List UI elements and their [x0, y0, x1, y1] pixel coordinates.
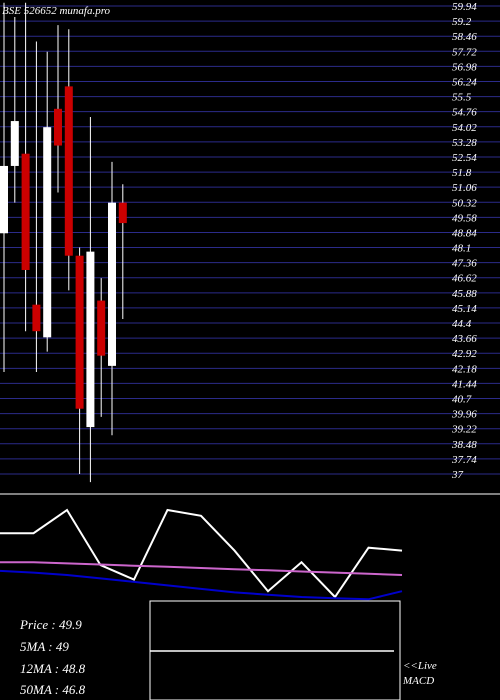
y-tick-label: 58.46	[452, 31, 477, 43]
y-tick-label: 46.62	[452, 273, 477, 285]
price-readout: Price : 49.9	[19, 617, 82, 632]
candle-body	[21, 153, 30, 270]
candle-body	[43, 127, 52, 338]
y-tick-label: 50.32	[452, 197, 477, 209]
candle-body	[97, 300, 106, 356]
candle-body	[0, 165, 8, 234]
y-tick-label: 59.94	[452, 1, 477, 13]
candle-body	[32, 304, 41, 332]
y-tick-label: 54.02	[452, 122, 477, 134]
y-tick-label: 39.96	[451, 409, 477, 421]
y-tick-label: 52.54	[452, 152, 477, 164]
y-tick-label: 45.14	[452, 303, 477, 315]
candle-body	[118, 202, 127, 224]
y-tick-label: 41.44	[452, 378, 477, 390]
y-tick-label: 53.28	[452, 137, 477, 149]
y-tick-label: 54.76	[452, 107, 477, 119]
indicator-line	[0, 561, 403, 576]
candle-body	[86, 251, 95, 428]
y-tick-label: 48.1	[452, 243, 471, 255]
y-tick-label: 51.06	[452, 182, 477, 194]
y-tick-label: 44.4	[452, 318, 472, 330]
y-tick-label: 59.2	[452, 16, 472, 28]
indicator-line	[0, 508, 403, 599]
candlestick-series	[0, 2, 127, 483]
y-tick-label: 37.74	[451, 454, 477, 466]
y-tick-label: 56.24	[452, 76, 477, 88]
candle-body	[54, 108, 62, 146]
price-axis-labels: 59.94 59.2 58.46 57.72 56.98 56.24 55.5 54.76 54…	[451, 1, 477, 481]
chart-watermark: BSE 526652 munafa.pro	[2, 5, 111, 17]
y-tick-label: 47.36	[452, 258, 477, 270]
y-tick-label: 45.88	[452, 288, 477, 300]
candle-body	[108, 202, 116, 366]
ma5-readout: 5MA : 49	[20, 639, 69, 654]
ma12-readout: 12MA : 48.8	[20, 661, 86, 676]
y-tick-label: 43.66	[452, 333, 477, 345]
price-grid	[0, 5, 500, 475]
ma50-readout: 50MA : 46.8	[20, 682, 86, 697]
y-tick-label: 48.84	[452, 227, 477, 239]
y-tick-label: 42.92	[452, 348, 477, 360]
candle-body	[64, 86, 73, 256]
macd-label: MACD	[402, 675, 434, 687]
candle-body	[10, 121, 19, 166]
y-tick-label: 39.22	[451, 424, 477, 436]
y-tick-label: 42.18	[452, 363, 477, 375]
indicator-line	[0, 569, 403, 601]
y-tick-label: 57.72	[452, 46, 477, 58]
y-tick-label: 49.58	[452, 212, 477, 224]
y-tick-label: 56.98	[452, 61, 477, 73]
y-tick-label: 55.5	[452, 92, 472, 104]
candle-body	[75, 255, 84, 409]
y-tick-label: 37	[451, 469, 464, 481]
indicator-panel	[0, 508, 403, 601]
y-tick-label: 40.7	[452, 394, 472, 406]
y-tick-label: 38.48	[451, 439, 477, 451]
macd-live-label: <<Live	[403, 660, 437, 672]
y-tick-label: 51.8	[452, 167, 472, 179]
